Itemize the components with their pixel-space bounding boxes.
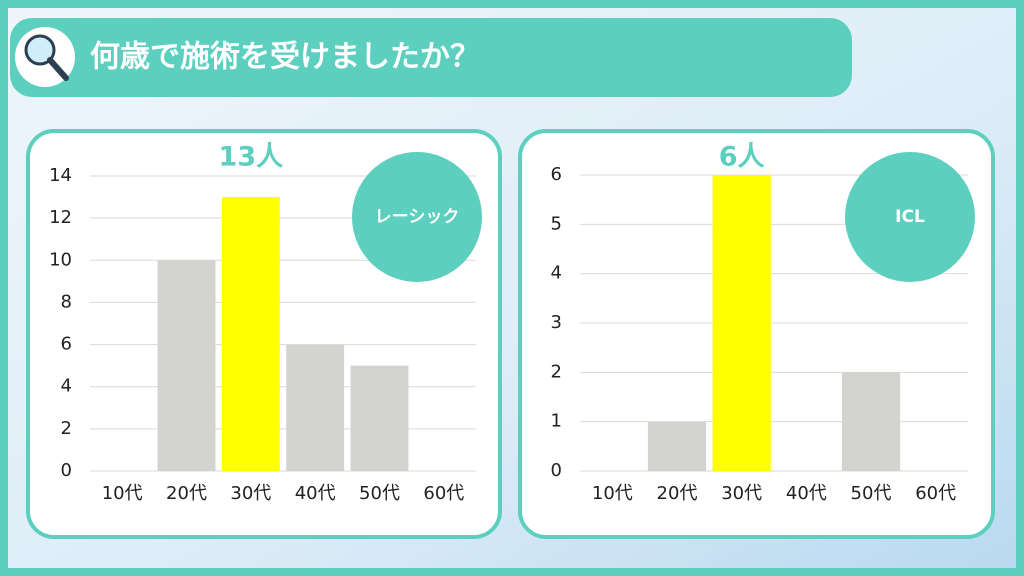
bar [286, 344, 345, 471]
x-tick-label: 20代 [166, 483, 207, 504]
y-tick-label: 2 [551, 361, 562, 382]
search-icon [15, 27, 75, 87]
y-tick-label: 6 [551, 164, 562, 185]
x-tick-label: 30代 [230, 483, 271, 504]
x-tick-label: 10代 [102, 483, 143, 504]
y-tick-label: 1 [551, 411, 562, 432]
y-tick-label: 14 [49, 165, 72, 186]
y-tick-label: 8 [61, 291, 72, 312]
x-tick-label: 40代 [295, 483, 336, 504]
page-title: 何歳で施術を受けましたか？ [90, 40, 480, 75]
y-tick-label: 4 [61, 376, 72, 397]
y-tick-label: 12 [49, 207, 72, 228]
y-tick-label: 2 [61, 418, 72, 439]
badge-circle [845, 152, 975, 282]
badge-label: レーシック [375, 207, 460, 227]
title-bar [10, 18, 852, 97]
y-tick-label: 0 [61, 460, 72, 481]
y-tick-label: 4 [551, 263, 562, 284]
y-tick-label: 5 [551, 213, 562, 234]
bar [712, 175, 771, 471]
y-tick-label: 10 [49, 249, 72, 270]
bar [647, 421, 707, 471]
bar [221, 197, 280, 472]
x-tick-label: 30代 [721, 483, 762, 504]
x-tick-label: 10代 [592, 483, 633, 504]
bar [841, 372, 901, 471]
annotation: 6人 [719, 142, 765, 173]
bar [350, 365, 409, 471]
annotation: 13人 [219, 142, 284, 173]
y-tick-label: 3 [551, 312, 562, 333]
x-tick-label: 20代 [657, 483, 698, 504]
x-tick-label: 50代 [359, 483, 400, 504]
x-tick-label: 40代 [786, 483, 827, 504]
bar [157, 260, 216, 471]
x-tick-label: 60代 [423, 483, 464, 504]
x-tick-label: 60代 [915, 483, 956, 504]
badge-label: ICL [895, 207, 925, 227]
y-tick-label: 0 [551, 460, 562, 481]
x-tick-label: 50代 [851, 483, 892, 504]
badge-circle [352, 152, 482, 282]
y-tick-label: 6 [61, 334, 72, 355]
